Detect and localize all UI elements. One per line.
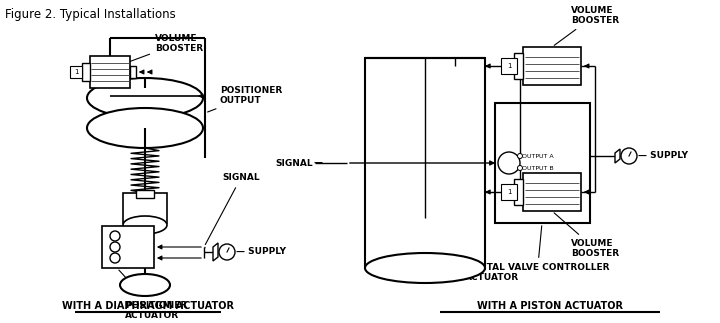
Text: SIGNAL: SIGNAL [275,159,313,168]
Circle shape [110,253,120,263]
Bar [365,58,485,268]
Ellipse shape [365,253,485,283]
Text: OUTPUT A: OUTPUT A [522,153,554,159]
Ellipse shape [87,78,203,118]
Bar [82,63,90,81]
Text: 1: 1 [507,189,511,195]
Ellipse shape [120,274,170,296]
Bar [501,58,517,74]
Text: VOLUME
BOOSTER: VOLUME BOOSTER [554,213,619,258]
Bar [514,53,523,79]
Circle shape [621,148,637,164]
Text: — SUPPLY: — SUPPLY [638,151,688,161]
Circle shape [518,153,523,159]
Polygon shape [213,243,218,261]
Text: WITH A PISTON ACTUATOR: WITH A PISTON ACTUATOR [477,301,623,311]
Circle shape [110,242,120,252]
Text: — SUPPLY: — SUPPLY [236,247,286,256]
Text: Figure 2. Typical Installations: Figure 2. Typical Installations [5,8,176,21]
Bar [130,66,136,78]
Text: VOLUME
BOOSTER: VOLUME BOOSTER [117,34,203,66]
Text: WITH A DIAPHRAGM ACTUATOR: WITH A DIAPHRAGM ACTUATOR [62,301,234,311]
Text: —: — [313,159,322,168]
Text: 1: 1 [507,63,511,69]
Bar [501,184,517,200]
Bar [90,56,130,88]
Bar [136,190,154,198]
Bar [123,193,167,223]
Bar [102,226,154,268]
Polygon shape [615,149,620,163]
Bar [523,47,581,85]
Text: VOLUME
BOOSTER: VOLUME BOOSTER [554,5,619,45]
Text: 1: 1 [73,69,78,75]
Circle shape [518,165,523,171]
Ellipse shape [123,216,167,234]
Text: POSITIONER
ACTUATOR: POSITIONER ACTUATOR [119,270,187,320]
Ellipse shape [87,108,203,148]
Text: OUTPUT B: OUTPUT B [522,165,554,171]
Bar [523,173,581,211]
Text: POSITIONER
OUTPUT: POSITIONER OUTPUT [207,86,282,112]
Text: SIGNAL: SIGNAL [205,173,260,245]
Text: DIGITAL VALVE CONTROLLER
ACTUATOR: DIGITAL VALVE CONTROLLER ACTUATOR [465,226,610,282]
Bar [495,103,590,223]
Circle shape [498,152,520,174]
Circle shape [219,244,235,260]
Bar [70,66,82,78]
Bar [514,179,523,205]
Circle shape [110,231,120,241]
